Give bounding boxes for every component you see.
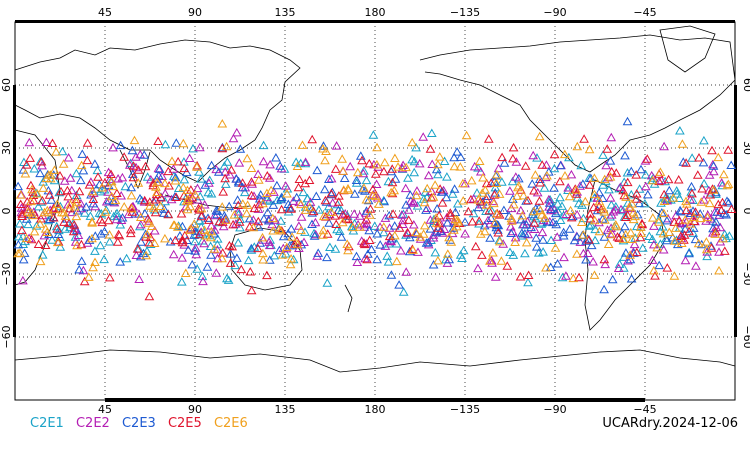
right-lat-label-3: −30	[741, 262, 750, 285]
top-lon-label-2: 135	[275, 6, 296, 19]
bottom-lon-label-2: 135	[275, 403, 296, 416]
bottom-lon-label-0: 45	[98, 403, 112, 416]
top-lon-label-6: −45	[633, 6, 656, 19]
left-lat-label-3: −30	[0, 262, 13, 285]
bottom-border-bar	[105, 398, 645, 402]
north-america-outline	[419, 34, 736, 173]
legend-item-c2e5: C2E5	[167, 416, 202, 431]
legend-item-c2e6: C2E6	[213, 416, 248, 431]
left-lat-label-2: 0	[0, 208, 13, 215]
bottom-lon-label-3: 180	[365, 403, 386, 416]
observation-markers	[13, 116, 737, 301]
right-lat-label-0: 60	[741, 78, 750, 92]
top-lon-label-4: −135	[450, 6, 480, 19]
left-lat-label-0: 60	[0, 78, 13, 92]
legend-item-c2e1: C2E1	[30, 416, 64, 431]
top-lon-label-0: 45	[98, 6, 112, 19]
newzealand-outline	[344, 284, 353, 313]
dataset-date-label: UCARdry.2024-12-06	[602, 416, 738, 431]
bottom-lon-label-4: −135	[450, 403, 480, 416]
legend-item-c2e2: C2E2	[75, 416, 110, 431]
top-lon-label-1: 90	[188, 6, 202, 19]
right-lat-label-2: 0	[741, 208, 750, 215]
bottom-lon-label-1: 90	[188, 403, 202, 416]
eurasia-outline	[14, 39, 301, 183]
africa-outline	[14, 129, 61, 286]
axis-labels: 45 45 90 90 135 135 180 180 −135 −135 −90 −90 −45 −45…	[0, 6, 750, 416]
antarctica-outline	[14, 349, 736, 373]
left-border-bar	[13, 85, 16, 337]
right-lat-label-1: 30	[741, 141, 750, 155]
legend: C2E1 C2E2 C2E3 C2E5 C2E6	[30, 416, 256, 431]
legend-item-c2e3: C2E3	[121, 416, 156, 431]
top-lon-label-5: −90	[543, 6, 566, 19]
greenland-outline	[659, 25, 716, 73]
obs-triangles-c2e6	[13, 118, 734, 283]
left-lat-label-1: 30	[0, 141, 13, 155]
bottom-lon-label-6: −45	[633, 403, 656, 416]
left-lat-label-4: −60	[0, 325, 13, 348]
top-lon-label-3: 180	[365, 6, 386, 19]
bottom-lon-label-5: −90	[543, 403, 566, 416]
right-border-bar	[734, 85, 737, 337]
right-lat-label-4: −60	[741, 325, 750, 348]
top-border-bar	[15, 20, 735, 23]
south-america-outline	[584, 179, 666, 331]
